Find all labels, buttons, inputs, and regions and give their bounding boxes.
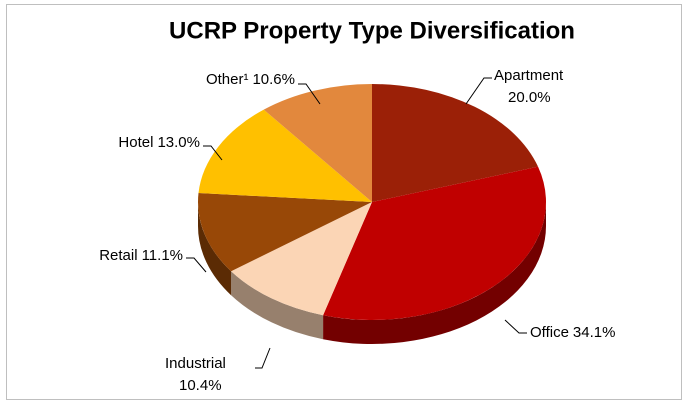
slice-side [198, 202, 232, 296]
slice [263, 84, 372, 202]
slice [323, 166, 546, 320]
category-label: Office [530, 324, 569, 341]
data-label: Industrial 10.4% [165, 355, 226, 394]
value-label: 20.0% [508, 89, 551, 106]
data-label: Office34.1% [530, 324, 615, 341]
slice [198, 193, 372, 272]
leader-line [465, 77, 492, 105]
category-label: Hotel [118, 134, 153, 151]
value-label: 10.4% [179, 377, 222, 394]
category-label: Other¹ [206, 71, 249, 88]
leader-line [298, 83, 321, 105]
leader-line [186, 257, 207, 273]
category-label: Industrial [165, 355, 226, 372]
data-label: Hotel13.0% [118, 134, 200, 151]
data-label: Apartment 20.0% [494, 67, 564, 106]
chart-title: UCRP Property Type Diversification [169, 17, 575, 44]
slice-side [323, 202, 546, 344]
value-label: 13.0% [157, 134, 200, 151]
category-label: Apartment [494, 67, 564, 84]
slice [198, 109, 372, 202]
data-label: Retail 11.1% [99, 247, 183, 264]
slice [231, 202, 372, 316]
slice [372, 84, 539, 202]
slice-side [231, 271, 324, 340]
category-label: Retail [99, 247, 137, 264]
value-label: 10.6% [252, 71, 295, 88]
value-label: 34.1% [573, 324, 616, 341]
leader-line [504, 319, 527, 334]
leader-line [255, 347, 271, 369]
value-label: 11.1% [142, 247, 183, 264]
leader-line [203, 145, 223, 161]
data-label: Other¹10.6% [206, 71, 295, 88]
